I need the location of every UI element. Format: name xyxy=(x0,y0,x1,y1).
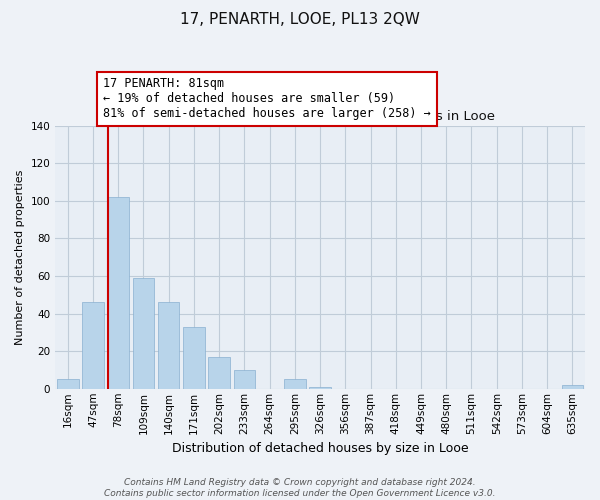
Bar xyxy=(208,357,230,389)
Text: 17 PENARTH: 81sqm
← 19% of detached houses are smaller (59)
81% of semi-detached: 17 PENARTH: 81sqm ← 19% of detached hous… xyxy=(103,78,431,120)
Text: Contains HM Land Registry data © Crown copyright and database right 2024.
Contai: Contains HM Land Registry data © Crown c… xyxy=(104,478,496,498)
Bar xyxy=(57,380,79,389)
Title: Size of property relative to detached houses in Looe: Size of property relative to detached ho… xyxy=(146,110,494,123)
Bar xyxy=(133,278,154,389)
X-axis label: Distribution of detached houses by size in Looe: Distribution of detached houses by size … xyxy=(172,442,469,455)
Bar xyxy=(233,370,255,389)
Bar xyxy=(562,385,583,389)
Bar xyxy=(158,302,179,389)
Bar xyxy=(284,380,305,389)
Y-axis label: Number of detached properties: Number of detached properties xyxy=(15,170,25,345)
Bar xyxy=(82,302,104,389)
Bar xyxy=(310,387,331,389)
Text: 17, PENARTH, LOOE, PL13 2QW: 17, PENARTH, LOOE, PL13 2QW xyxy=(180,12,420,28)
Bar xyxy=(183,327,205,389)
Bar xyxy=(107,197,129,389)
